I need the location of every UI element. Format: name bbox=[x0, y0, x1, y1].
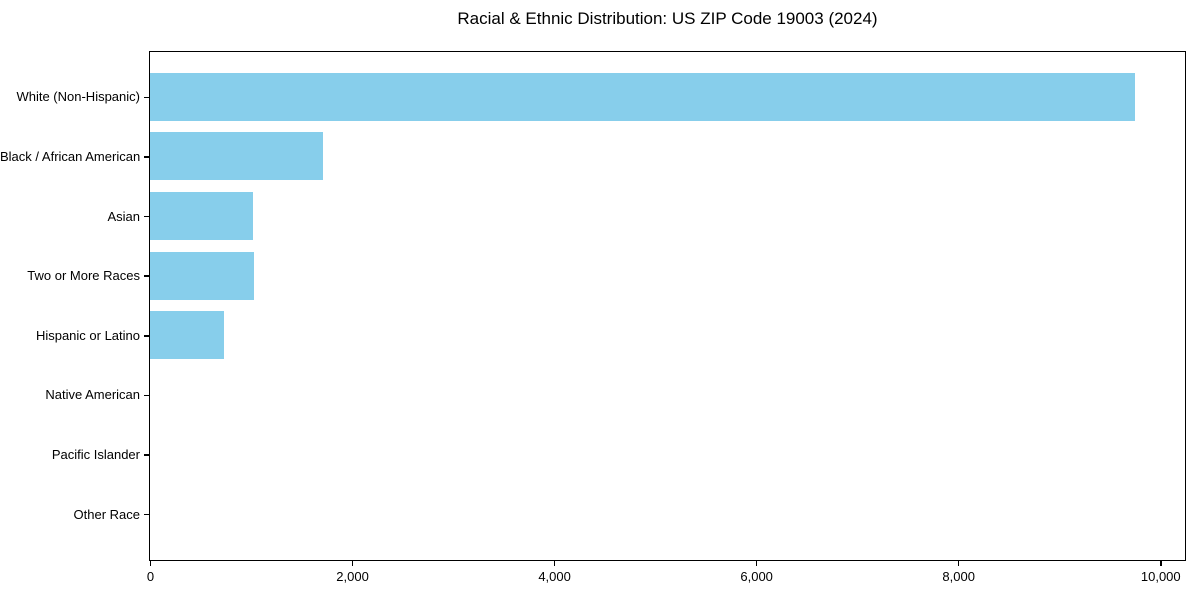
x-tick-label: 0 bbox=[146, 569, 155, 584]
bar bbox=[150, 132, 324, 181]
y-tick-mark bbox=[144, 454, 149, 456]
y-tick-mark bbox=[144, 394, 149, 397]
x-tick-mark bbox=[755, 560, 758, 566]
chart-title: Racial & Ethnic Distribution: US ZIP Cod… bbox=[457, 9, 878, 28]
y-tick-mark bbox=[144, 513, 149, 516]
bar bbox=[150, 311, 225, 360]
y-tick-label: Black / African American bbox=[0, 148, 141, 164]
x-tick-label: 10,000 bbox=[1140, 569, 1181, 584]
y-tick-label: Pacific Islander bbox=[51, 447, 140, 463]
y-tick-label: Other Race bbox=[73, 506, 140, 522]
x-tick-label: 6,000 bbox=[740, 569, 773, 584]
y-tick-mark bbox=[144, 335, 149, 337]
y-tick-label: Hispanic or Latino bbox=[35, 327, 140, 343]
y-tick-mark bbox=[144, 96, 149, 99]
bar bbox=[150, 192, 253, 241]
y-tick-label: Native American bbox=[45, 387, 140, 403]
x-tick-mark bbox=[1160, 560, 1162, 566]
x-tick-mark bbox=[957, 560, 960, 566]
x-tick-mark bbox=[351, 560, 354, 566]
y-tick-label: Asian bbox=[107, 208, 140, 224]
bar bbox=[150, 72, 1135, 121]
plot-area bbox=[149, 51, 1186, 561]
y-tick-mark bbox=[144, 275, 149, 277]
x-tick-mark bbox=[149, 560, 152, 566]
y-tick-mark bbox=[144, 156, 149, 158]
x-tick-label: 2,000 bbox=[336, 569, 369, 584]
x-tick-label: 8,000 bbox=[942, 569, 975, 584]
y-tick-label: White (Non-Hispanic) bbox=[16, 89, 140, 105]
x-tick-label: 4,000 bbox=[538, 569, 571, 584]
x-tick-mark bbox=[553, 560, 556, 566]
y-tick-mark bbox=[144, 215, 149, 218]
bar bbox=[150, 251, 254, 300]
y-tick-label: Two or More Races bbox=[27, 268, 140, 284]
